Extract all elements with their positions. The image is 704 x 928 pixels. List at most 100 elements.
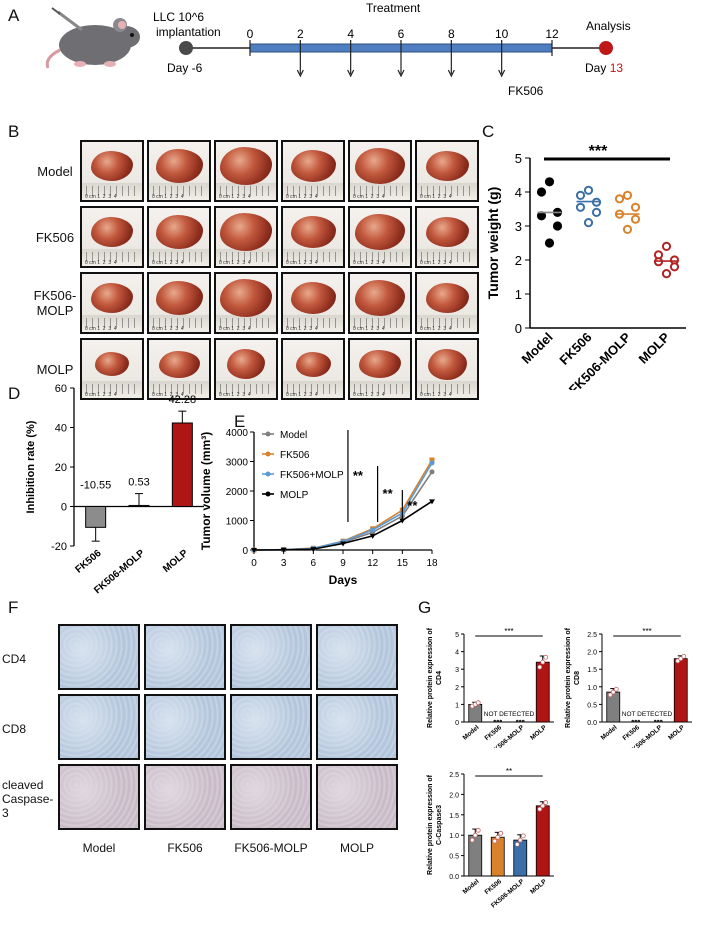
legend-label: Model bbox=[280, 430, 307, 441]
ihc-image bbox=[144, 624, 226, 690]
ruler bbox=[153, 186, 205, 196]
ruler bbox=[153, 252, 205, 262]
tumor-specimen bbox=[290, 282, 336, 314]
ruler-text: 0 cm 1 2 3 4 bbox=[286, 392, 318, 398]
data-point bbox=[536, 211, 547, 221]
y-axis-title-unit: CD8 bbox=[574, 671, 581, 685]
legend-label: MOLP bbox=[280, 490, 309, 501]
tumor-specimen bbox=[425, 217, 469, 247]
x-tick-label: MOLP bbox=[529, 878, 548, 896]
ruler bbox=[86, 318, 138, 328]
y-tick-label: 3 bbox=[455, 667, 459, 674]
ruler-text: 0 cm 1 2 3 4 bbox=[219, 194, 251, 200]
y-tick-label: 5 bbox=[515, 151, 522, 166]
x-tick-label: 3 bbox=[281, 558, 287, 569]
data-point bbox=[613, 686, 619, 692]
day-end-label: Day 13 bbox=[585, 61, 623, 75]
data-point bbox=[537, 806, 543, 812]
data-point bbox=[661, 269, 672, 279]
tumor-specimen bbox=[359, 350, 401, 378]
not-detected-label: NOT DETECTED bbox=[484, 711, 535, 718]
legend-marker bbox=[265, 491, 271, 497]
tumor-photo: 0 cm 1 2 3 4 bbox=[415, 272, 479, 334]
ruler bbox=[354, 186, 406, 196]
tumor-photo: 0 cm 1 2 3 4 bbox=[281, 338, 345, 400]
ruler-text: 0 cm 1 2 3 4 bbox=[85, 260, 117, 266]
y-axis-title: Tumor weight (g) bbox=[485, 187, 501, 300]
tumor-specimen bbox=[425, 283, 469, 313]
x-tick-label: FK506 bbox=[484, 878, 504, 896]
timeline-tick-label: 10 bbox=[495, 27, 509, 41]
data-point bbox=[429, 469, 435, 475]
tumor-photo: 0 cm 1 2 3 4 bbox=[147, 272, 211, 334]
bar bbox=[171, 422, 193, 507]
data-point bbox=[518, 719, 522, 723]
data-point bbox=[622, 224, 633, 235]
x-tick-label: FK506 bbox=[484, 724, 504, 742]
tumor-photo: 0 cm 1 2 3 4 bbox=[214, 338, 278, 400]
y-tick-label: 0 bbox=[61, 502, 67, 514]
data-point bbox=[552, 221, 563, 231]
significance-label: *** bbox=[504, 627, 513, 636]
tumor-volume-chart: 0 1000 2000 3000 4000 0 3 6 9 12 15 18 Days Tumor vol… bbox=[199, 428, 438, 587]
y-tick-label: 0.5 bbox=[587, 702, 597, 709]
ruler bbox=[220, 252, 272, 262]
tumor-specimen bbox=[290, 150, 336, 182]
significance-label: *** bbox=[642, 627, 651, 636]
data-point bbox=[469, 837, 475, 843]
ruler bbox=[86, 186, 138, 196]
ruler-text: 0 cm 1 2 3 4 bbox=[420, 260, 452, 266]
data-point bbox=[653, 719, 657, 723]
bar bbox=[128, 504, 150, 507]
data-point bbox=[515, 719, 519, 723]
legend-label: FK506 bbox=[280, 450, 310, 461]
data-point bbox=[280, 547, 287, 553]
bar bbox=[535, 661, 550, 723]
y-tick-label: 2.0 bbox=[449, 792, 459, 799]
y-tick-label: 1 bbox=[515, 287, 522, 302]
ruler bbox=[354, 318, 406, 328]
tumor-photo: 0 cm 1 2 3 4 bbox=[147, 338, 211, 400]
y-tick-label: 4 bbox=[455, 650, 459, 657]
y-tick-label: 4000 bbox=[226, 428, 249, 439]
data-point bbox=[583, 218, 594, 228]
x-tick-label: MOLP bbox=[529, 724, 548, 742]
tumor-specimen bbox=[295, 351, 331, 377]
data-point bbox=[544, 177, 555, 187]
tumor-specimen bbox=[155, 281, 203, 315]
tumor-specimen bbox=[91, 217, 133, 247]
y-tick-label: 1.5 bbox=[587, 667, 597, 674]
ruler bbox=[86, 384, 138, 394]
x-tick-label: FK506 bbox=[74, 548, 104, 576]
ruler-text: 0 cm 1 2 3 4 bbox=[152, 326, 184, 332]
tumor-specimen bbox=[355, 214, 405, 250]
ruler-text: 0 cm 1 2 3 4 bbox=[420, 392, 452, 398]
panel-label-b: B bbox=[8, 122, 20, 141]
y-tick-label: 1 bbox=[455, 702, 459, 709]
x-tick-label: 9 bbox=[340, 558, 346, 569]
ruler-text: 0 cm 1 2 3 4 bbox=[353, 260, 385, 266]
data-point bbox=[472, 832, 478, 838]
tumor-photo: 0 cm 1 2 3 4 bbox=[415, 140, 479, 202]
y-tick-label: 40 bbox=[55, 423, 67, 435]
y-tick-label: 0.0 bbox=[587, 720, 597, 727]
ruler-text: 0 cm 1 2 3 4 bbox=[152, 260, 184, 266]
data-point bbox=[669, 262, 680, 272]
y-tick-label: 2.5 bbox=[587, 632, 597, 639]
data-point bbox=[517, 837, 523, 843]
data-point bbox=[630, 202, 641, 212]
y-tick-label: 2 bbox=[455, 685, 459, 692]
value-label: 0.53 bbox=[128, 477, 149, 489]
dose-arrow-head bbox=[397, 69, 405, 78]
tumor-specimen bbox=[425, 151, 469, 181]
y-tick-label: 0 bbox=[455, 720, 459, 727]
data-point bbox=[521, 719, 525, 723]
y-tick-label: 20 bbox=[55, 462, 67, 474]
data-point bbox=[498, 830, 504, 836]
data-point bbox=[637, 719, 641, 723]
data-point bbox=[499, 719, 503, 723]
tumor-specimen bbox=[355, 148, 405, 184]
photo-row-label: FK506- MOLP bbox=[33, 288, 77, 318]
ihc-image bbox=[144, 764, 226, 830]
tumor-specimen bbox=[227, 349, 265, 379]
